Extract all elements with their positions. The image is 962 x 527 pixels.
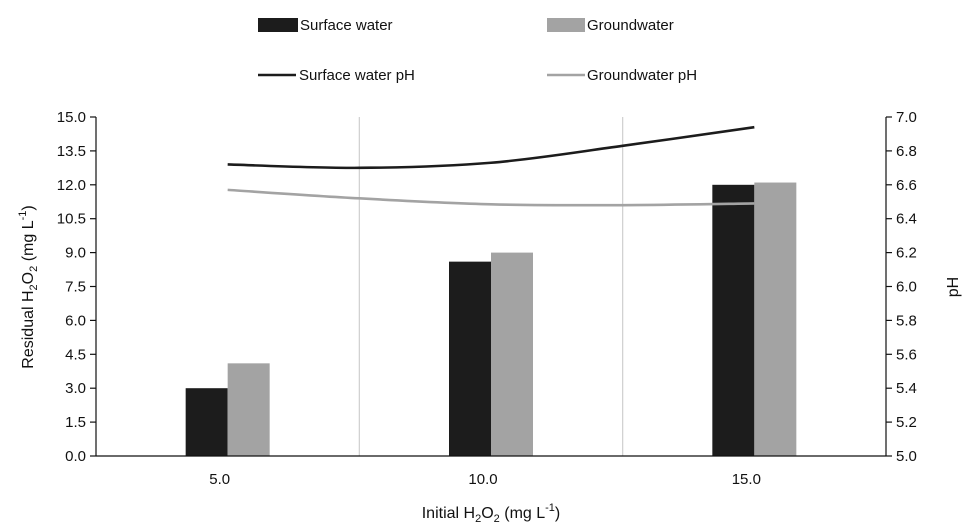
bar-groundwater-15.0 [754, 182, 797, 457]
y2-tick-label: 6.6 [896, 177, 917, 194]
x-tick-label: 5.0 [209, 471, 230, 488]
line-surface-water-ph [227, 125, 755, 170]
y-tick-label: 0.0 [65, 448, 86, 465]
bar-surface-water-10.0 [449, 261, 491, 456]
bars [185, 182, 797, 457]
y-tick-label: 1.5 [65, 414, 86, 431]
bar-surface-water-15.0 [712, 184, 755, 457]
y-tick-label: 13.5 [57, 143, 86, 160]
legend-label-surface-water: Surface water [300, 17, 393, 34]
y2-tick-label: 6.2 [896, 245, 917, 262]
y-tick-label: 12.0 [57, 177, 86, 194]
y-tick-label: 7.5 [65, 279, 86, 296]
x-axis-ticks: 5.0 10.0 15.0 [209, 471, 761, 488]
y-tick-label: 9.0 [65, 245, 86, 262]
y-tick-label: 6.0 [65, 312, 86, 329]
x-tick-label: 15.0 [732, 471, 761, 488]
y2-tick-label: 6.4 [896, 211, 917, 228]
y-tick-label: 3.0 [65, 380, 86, 397]
bar-groundwater-5.0 [227, 363, 270, 456]
legend-label-surface-water-ph: Surface water pH [299, 67, 415, 84]
y-tick-label: 15.0 [57, 109, 86, 126]
y-axis-title: Residual H2O2 (mg L-1) [17, 205, 40, 368]
ph-lines [227, 125, 755, 207]
y2-tick-label: 7.0 [896, 109, 917, 126]
y2-tick-label: 5.2 [896, 414, 917, 431]
legend-swatch-groundwater [547, 18, 585, 32]
bar-surface-water-5.0 [185, 388, 228, 456]
legend-swatch-surface-water [258, 18, 298, 32]
y2-tick-label: 5.8 [896, 312, 917, 329]
category-separators [358, 117, 624, 456]
y-tick-label: 4.5 [65, 346, 86, 363]
x-tick-label: 10.0 [468, 471, 497, 488]
y2-tick-label: 6.0 [896, 279, 917, 296]
line-groundwater-ph [227, 188, 755, 207]
legend: Surface water Groundwater Surface water … [258, 17, 697, 84]
bar-groundwater-10.0 [491, 252, 533, 456]
legend-label-groundwater-ph: Groundwater pH [587, 67, 697, 84]
y2-axis-ticks: 5.0 5.2 5.4 5.6 5.8 6.0 6.2 6.4 6.6 6.8 7.0 [886, 109, 917, 465]
y2-tick-label: 5.4 [896, 380, 917, 397]
x-axis-title: Initial H2O2 (mg L-1) [422, 502, 561, 525]
legend-label-groundwater: Groundwater [587, 17, 674, 34]
y2-tick-label: 5.0 [896, 448, 917, 465]
y-tick-label: 10.5 [57, 211, 86, 228]
y2-axis-title: pH [945, 277, 962, 297]
y2-tick-label: 5.6 [896, 346, 917, 363]
y2-tick-label: 6.8 [896, 143, 917, 160]
y-axis-ticks: 0.0 1.5 3.0 4.5 6.0 7.5 9.0 10.5 12.0 13.5 15.0 [57, 109, 96, 465]
